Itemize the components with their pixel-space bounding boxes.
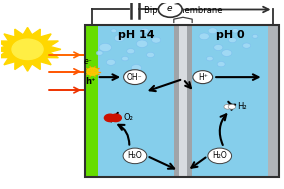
Circle shape	[110, 114, 121, 122]
Polygon shape	[32, 29, 40, 37]
Text: H₂O: H₂O	[212, 151, 227, 160]
FancyBboxPatch shape	[98, 25, 174, 177]
Circle shape	[127, 49, 135, 54]
Polygon shape	[46, 41, 58, 46]
FancyBboxPatch shape	[192, 25, 268, 177]
Text: h⁺: h⁺	[85, 77, 95, 86]
Polygon shape	[40, 34, 51, 41]
Text: e⁻: e⁻	[84, 57, 93, 66]
Text: pH 14: pH 14	[118, 30, 154, 40]
Circle shape	[232, 29, 239, 33]
Circle shape	[105, 114, 116, 122]
Circle shape	[243, 43, 250, 48]
FancyBboxPatch shape	[85, 25, 98, 177]
Text: pH 0: pH 0	[216, 30, 244, 40]
Polygon shape	[0, 41, 9, 46]
Polygon shape	[15, 62, 23, 70]
Polygon shape	[46, 52, 58, 58]
Circle shape	[141, 28, 149, 33]
Circle shape	[193, 71, 213, 84]
Polygon shape	[32, 62, 40, 70]
FancyBboxPatch shape	[268, 25, 279, 177]
Text: Bipolar membrane: Bipolar membrane	[144, 6, 222, 15]
Polygon shape	[40, 58, 51, 65]
Circle shape	[224, 104, 231, 109]
Polygon shape	[4, 34, 15, 41]
Polygon shape	[15, 29, 23, 37]
Circle shape	[228, 104, 235, 109]
Circle shape	[252, 35, 258, 38]
Polygon shape	[4, 58, 15, 65]
Text: O₂: O₂	[124, 113, 133, 122]
Polygon shape	[23, 27, 32, 35]
Circle shape	[229, 37, 236, 43]
Circle shape	[206, 56, 213, 61]
Circle shape	[114, 35, 124, 42]
FancyBboxPatch shape	[179, 25, 187, 177]
Circle shape	[208, 148, 231, 164]
Circle shape	[111, 29, 116, 33]
Circle shape	[199, 33, 209, 40]
Circle shape	[208, 28, 217, 34]
Text: e: e	[166, 4, 172, 12]
Polygon shape	[23, 64, 32, 71]
Text: H₂O: H₂O	[128, 151, 142, 160]
Text: H⁺: H⁺	[198, 73, 208, 82]
Circle shape	[131, 64, 141, 71]
Circle shape	[217, 62, 225, 67]
Circle shape	[147, 52, 154, 57]
Circle shape	[124, 70, 146, 84]
Circle shape	[122, 56, 128, 61]
Circle shape	[214, 45, 223, 50]
Circle shape	[123, 148, 147, 164]
Text: OH⁻: OH⁻	[127, 73, 143, 82]
Text: ⁻: ⁻	[173, 1, 178, 10]
Polygon shape	[50, 46, 61, 52]
Circle shape	[87, 68, 98, 75]
Circle shape	[5, 35, 50, 64]
Circle shape	[158, 2, 182, 17]
Circle shape	[106, 59, 115, 65]
Circle shape	[12, 39, 43, 60]
Circle shape	[222, 50, 232, 56]
Circle shape	[96, 51, 103, 55]
Circle shape	[152, 37, 161, 43]
FancyBboxPatch shape	[187, 25, 192, 177]
Circle shape	[136, 40, 148, 47]
Text: H₂: H₂	[237, 101, 247, 111]
FancyBboxPatch shape	[174, 25, 179, 177]
Polygon shape	[0, 46, 5, 52]
Circle shape	[99, 43, 112, 52]
Polygon shape	[0, 52, 9, 58]
